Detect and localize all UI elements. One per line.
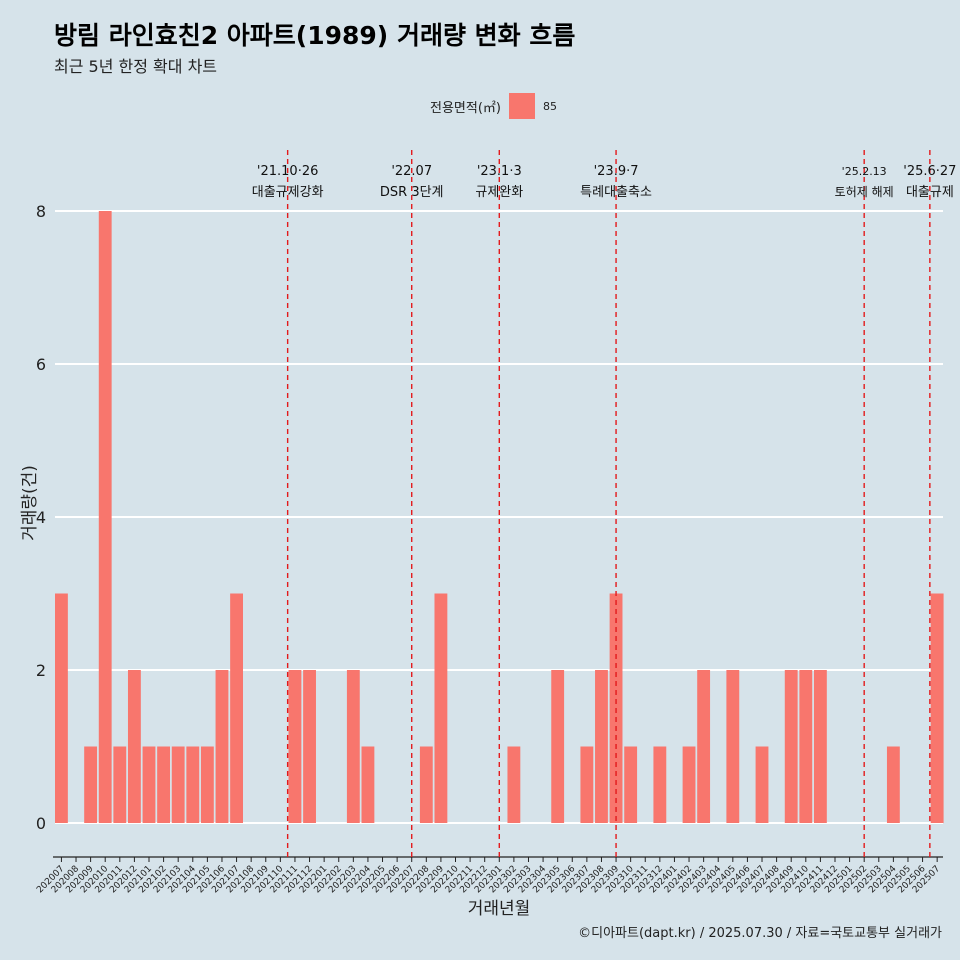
bar: [726, 670, 740, 823]
bar: [653, 746, 667, 823]
legend-item-label: 85: [542, 99, 557, 113]
event-date-label: '21.10·26: [257, 164, 318, 179]
bar: [930, 593, 944, 823]
bar: [886, 746, 900, 823]
y-tick-label: 2: [36, 661, 46, 680]
bar: [419, 746, 433, 823]
bar: [813, 670, 827, 823]
bar: [303, 670, 316, 823]
event-text-label: 대출규제: [906, 185, 954, 200]
legend-title: 전용면적(㎡): [430, 100, 501, 116]
legend: 전용면적(㎡) 85: [430, 93, 557, 119]
bar: [171, 746, 185, 823]
source-caption: ©디아파트(dapt.kr) / 2025.07.30 / 자료=국토교통부 실…: [578, 926, 942, 941]
bar: [361, 746, 375, 823]
bar: [127, 670, 141, 823]
bar: [682, 746, 696, 823]
chart-subtitle: 최근 5년 한정 확대 차트: [54, 57, 218, 76]
bar: [98, 211, 112, 823]
bar: [346, 670, 360, 823]
bar: [186, 746, 200, 823]
bar: [113, 746, 127, 823]
chart-title: 방림 라인효친2 아파트(1989) 거래량 변화 흐름: [54, 21, 576, 50]
event-date-label: '23.1·3: [477, 164, 522, 179]
bar: [799, 670, 813, 823]
y-tick-label: 6: [36, 355, 46, 374]
bar: [55, 593, 68, 823]
bar: [434, 593, 448, 823]
y-tick-label: 4: [36, 508, 46, 527]
bar: [784, 670, 798, 823]
bar: [215, 670, 229, 823]
event-text-label: 대출규제강화: [252, 185, 324, 200]
bar: [288, 670, 302, 823]
y-tick-label: 0: [36, 814, 46, 833]
x-axis-title: 거래년월: [468, 899, 531, 919]
event-date-label: '25.6·27: [903, 164, 956, 179]
event-date-label: '23.9·7: [594, 164, 639, 179]
bar: [697, 670, 711, 823]
event-date-label: '22.07: [391, 164, 432, 179]
bar: [580, 746, 594, 823]
bar: [157, 746, 171, 823]
bar: [551, 670, 565, 823]
event-text-label: DSR 3단계: [380, 185, 444, 200]
y-axis-title: 거래량(건): [20, 465, 40, 541]
bar: [142, 746, 156, 823]
legend-swatch: [508, 93, 535, 119]
bar: [200, 746, 214, 823]
event-text-label: 특례대출축소: [580, 185, 652, 200]
event-date-label: '25.2.13: [842, 165, 887, 178]
bar: [230, 593, 243, 823]
bar: [755, 746, 769, 823]
event-text-label: 토허제 해제: [835, 185, 894, 199]
bar: [624, 746, 638, 823]
bar: [595, 670, 608, 823]
bar: [84, 746, 98, 823]
event-text-label: 규제완화: [475, 185, 523, 200]
bar: [507, 746, 521, 823]
y-tick-label: 8: [36, 202, 46, 221]
